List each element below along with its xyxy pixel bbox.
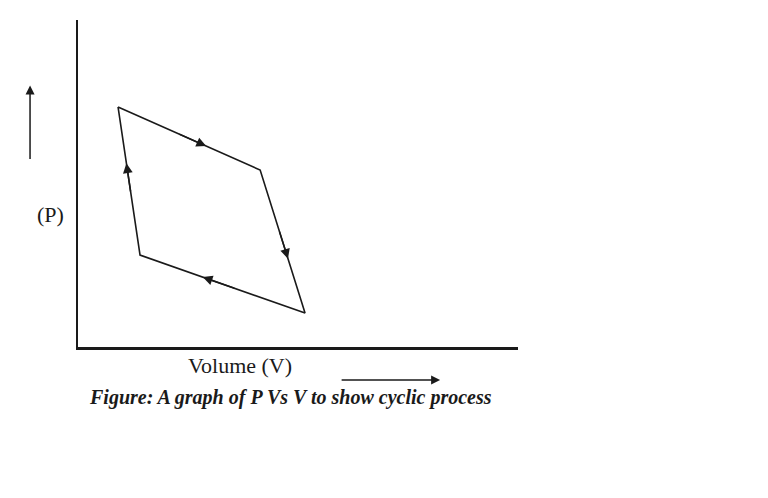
svg-text:Volume (V): Volume (V): [188, 353, 292, 378]
svg-text:(P): (P): [37, 202, 64, 227]
svg-text:Figure: A graph of P Vs V to s: Figure: A graph of P Vs V to show cyclic…: [89, 386, 492, 409]
